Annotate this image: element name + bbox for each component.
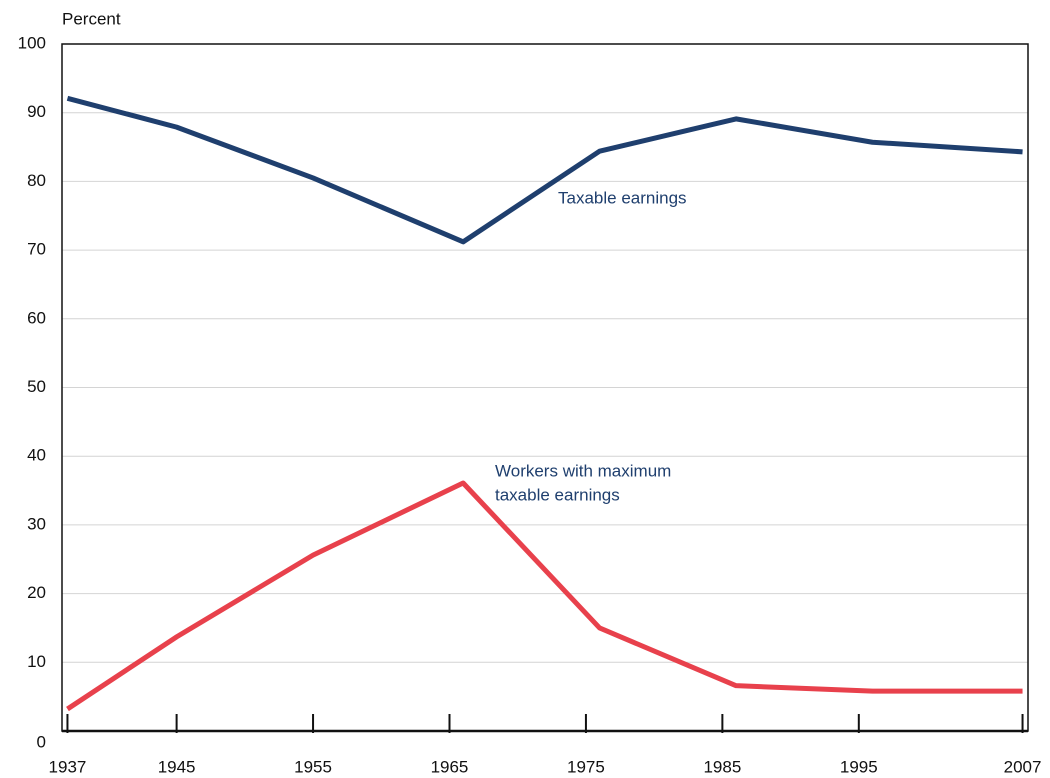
x-tick-label: 1995: [840, 757, 878, 776]
x-tick-label: 1985: [703, 757, 741, 776]
y-tick-label: 40: [27, 446, 46, 465]
y-tick-label: 20: [27, 583, 46, 602]
x-tick-label: 1945: [158, 757, 196, 776]
y-tick-label: 30: [27, 514, 46, 533]
x-tick-label: 1975: [567, 757, 605, 776]
y-tick-label: 90: [27, 102, 46, 121]
y-tick-label: 0: [37, 732, 46, 751]
x-tick-label: 1955: [294, 757, 332, 776]
y-axis-label: Percent: [62, 9, 121, 28]
y-tick-label: 50: [27, 377, 46, 396]
y-tick-label: 70: [27, 240, 46, 259]
x-tick-label: 1965: [431, 757, 469, 776]
x-tick-label: 2007: [1004, 757, 1042, 776]
y-tick-label: 10: [27, 652, 46, 671]
y-tick-label: 80: [27, 171, 46, 190]
series-line: [66, 95, 1023, 245]
y-tick-label: 60: [27, 308, 46, 327]
annotation: taxable earnings: [495, 485, 620, 504]
x-tick-label: 1937: [49, 757, 87, 776]
annotation: Workers with maximum: [495, 461, 671, 480]
series-line: [66, 480, 1023, 712]
annotation: Taxable earnings: [558, 188, 687, 207]
y-tick-label: 100: [18, 33, 46, 52]
